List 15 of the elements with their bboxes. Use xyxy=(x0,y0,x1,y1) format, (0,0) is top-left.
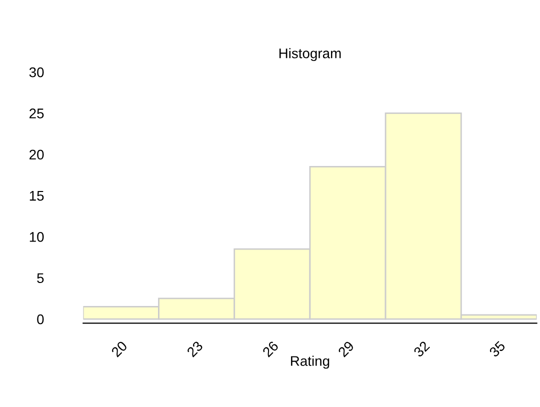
x-tick-label: 23 xyxy=(186,340,204,358)
y-tick-label: 30 xyxy=(29,67,44,78)
y-tick-label: 25 xyxy=(30,108,44,118)
y-tick-label: 20 xyxy=(30,150,44,160)
y-tick-label: 10 xyxy=(30,232,44,242)
x-tick-label: 29 xyxy=(338,340,355,358)
y-tick-label: 0 xyxy=(37,314,44,324)
x-tick-label: 35 xyxy=(488,340,506,358)
x-tick-label: 32 xyxy=(413,340,430,358)
x-tick-label: 26 xyxy=(262,340,279,358)
chart-title: Histogram xyxy=(279,48,341,62)
y-tick-label: 15 xyxy=(30,191,44,201)
y-tick-label: 5 xyxy=(37,273,44,284)
x-tick-label: 20 xyxy=(110,340,128,358)
x-axis-title: Rating xyxy=(291,356,330,369)
